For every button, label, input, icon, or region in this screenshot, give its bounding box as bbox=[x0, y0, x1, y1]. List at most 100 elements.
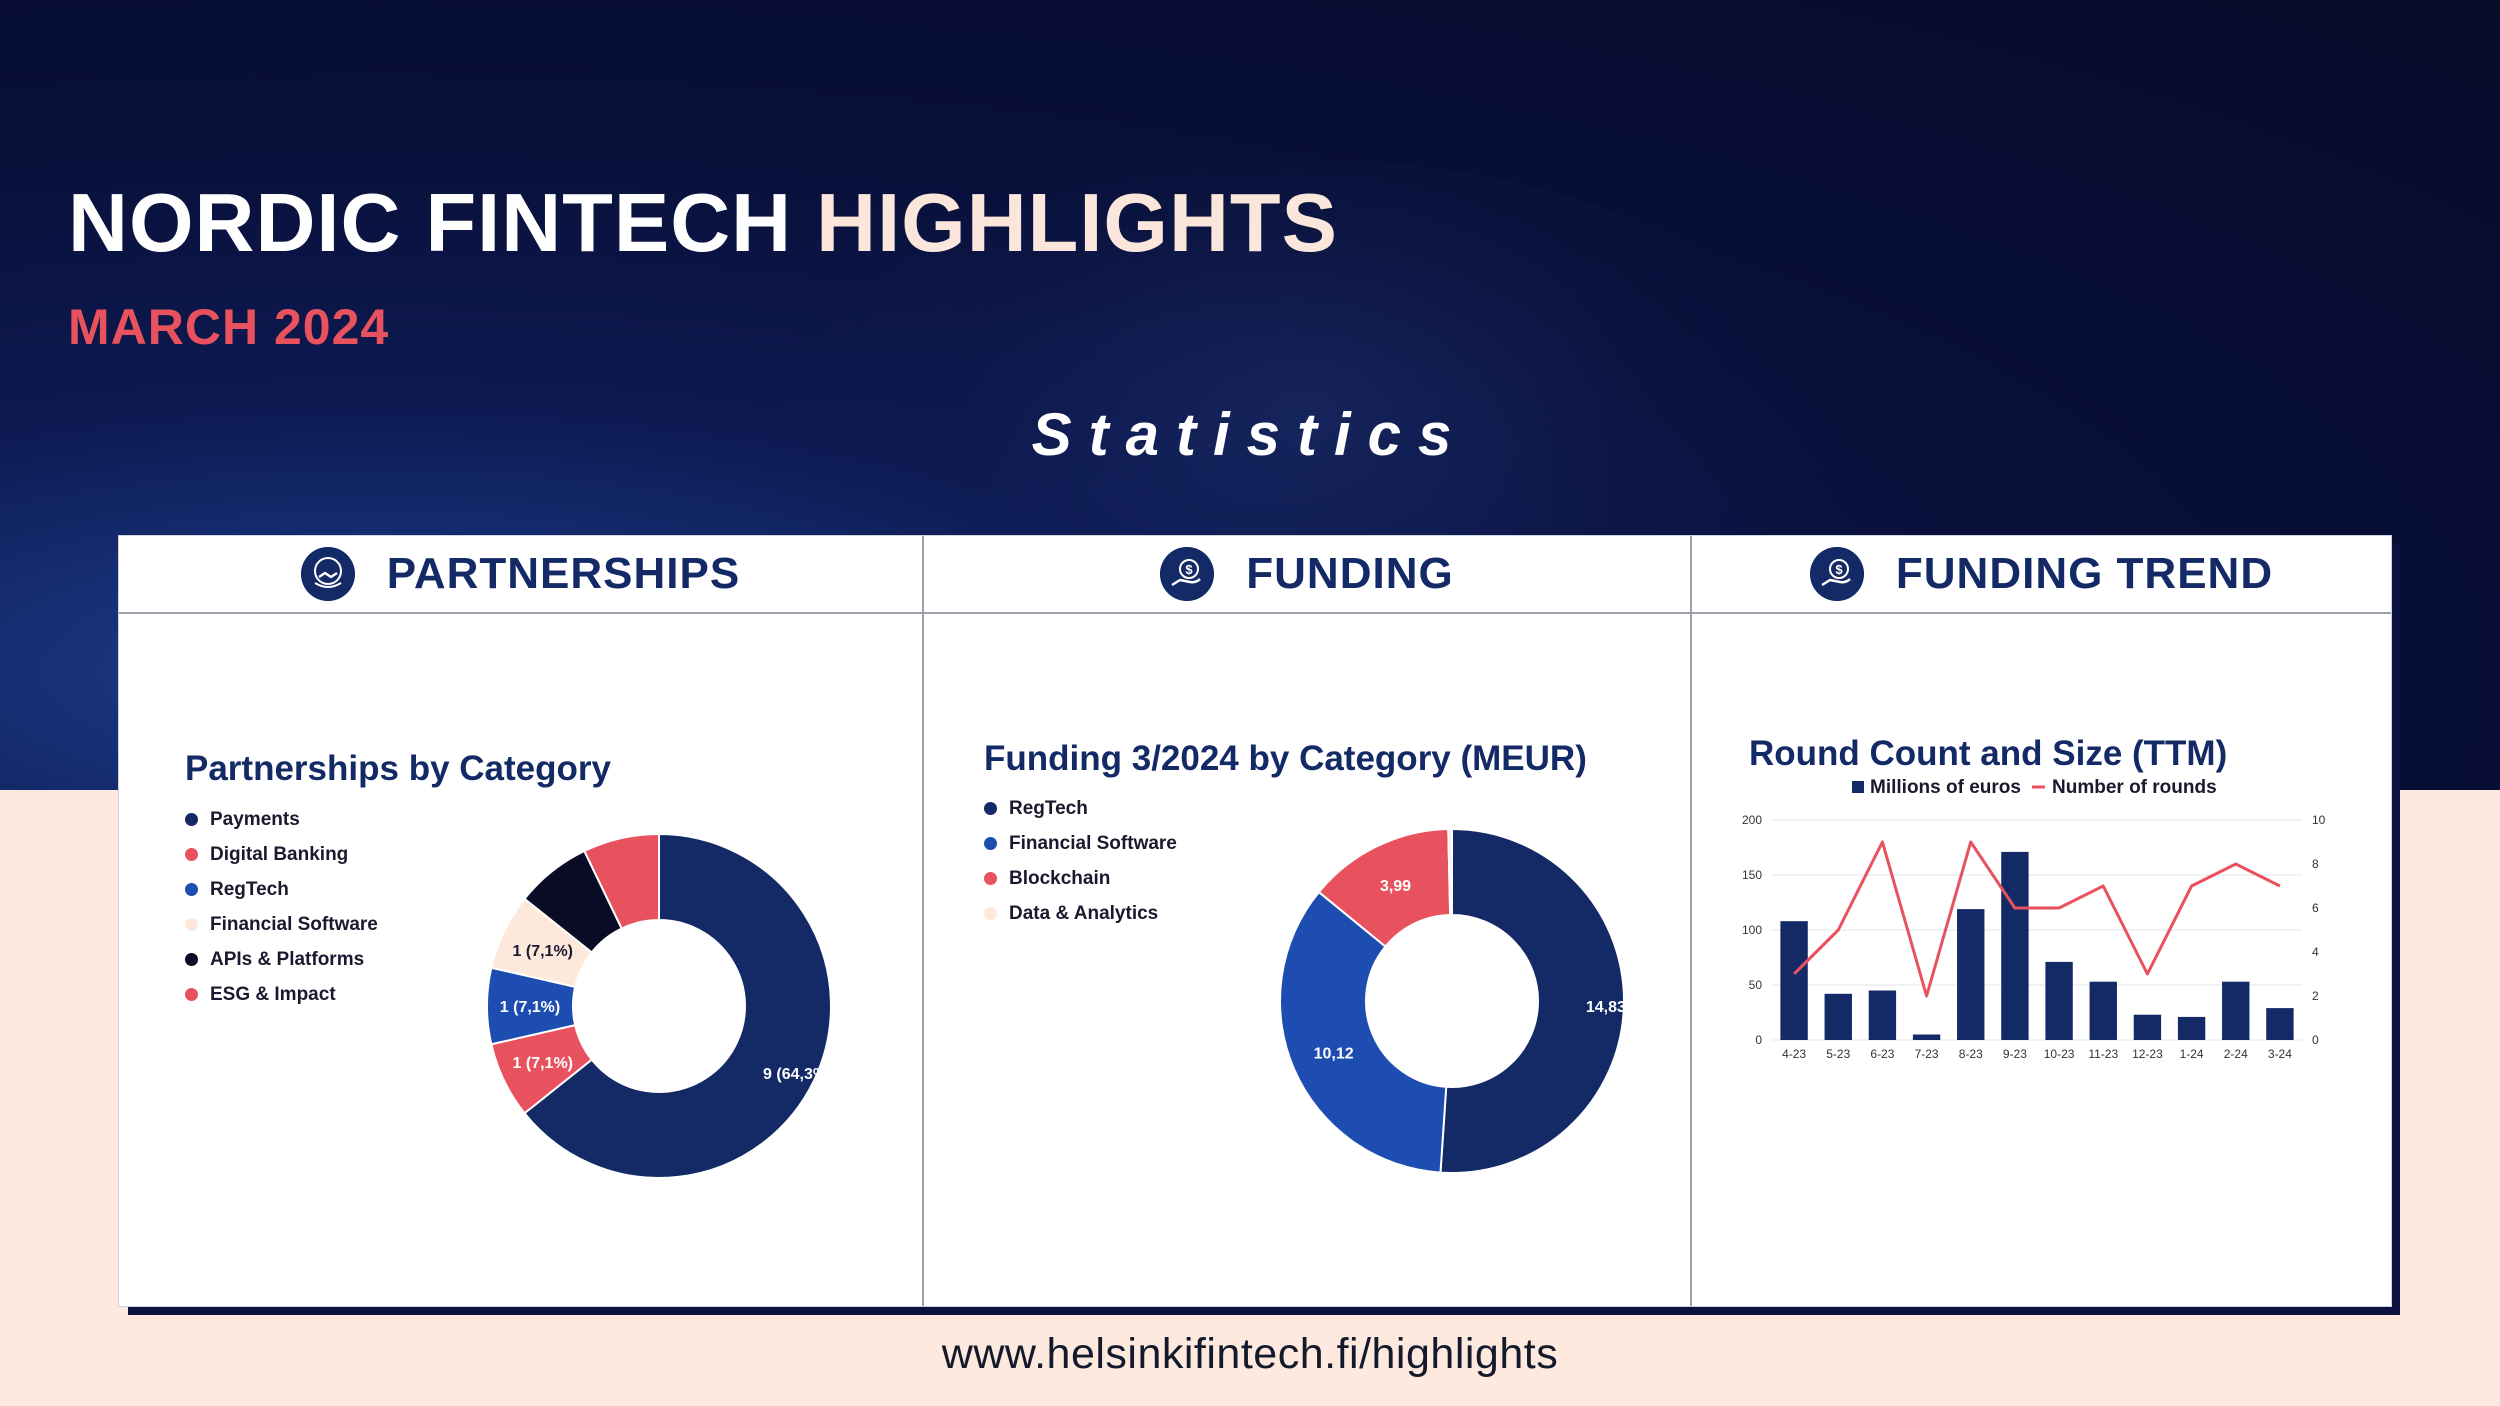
legend-swatch bbox=[185, 918, 198, 931]
legend-item-data-analytics: Data & Analytics bbox=[984, 896, 1177, 931]
slice-payments bbox=[523, 832, 832, 1179]
legend-label: ESG & Impact bbox=[210, 983, 336, 1005]
statistics-panel: PARTNERSHIPS Partnerships by Category Pa… bbox=[118, 535, 2392, 1307]
partnerships-chart-title: Partnerships by Category bbox=[185, 749, 611, 788]
legend-swatch bbox=[984, 907, 997, 920]
legend-swatch bbox=[185, 988, 198, 1001]
slice-label-financial-software: 1 (7,1%) bbox=[513, 943, 573, 960]
x-tick-label: 7-23 bbox=[1915, 1047, 1939, 1061]
footer-url[interactable]: www.helsinkifintech.fi/highlights bbox=[941, 1330, 1559, 1378]
legend-label: RegTech bbox=[210, 878, 289, 900]
bar-10-23 bbox=[2045, 961, 2073, 1040]
trend-chart-title: Round Count and Size (TTM) bbox=[1749, 734, 2228, 773]
funding-hand-coin-icon: $ bbox=[1809, 547, 1864, 601]
legend-label: Financial Software bbox=[1009, 832, 1177, 854]
funding-trend-title: FUNDING TREND bbox=[1895, 549, 2274, 598]
legend-swatch bbox=[185, 883, 198, 896]
x-tick-label: 8-23 bbox=[1959, 1047, 1983, 1061]
x-tick-label: 10-23 bbox=[2044, 1047, 2075, 1061]
svg-text:$: $ bbox=[1186, 562, 1194, 577]
round-count-size-chart: Millions of euros Number of rounds0501001… bbox=[1742, 777, 2326, 1061]
bar-12-23 bbox=[2133, 1014, 2162, 1040]
partnerships-header: PARTNERSHIPS bbox=[119, 536, 922, 614]
y2-tick-label: 4 bbox=[2312, 945, 2319, 959]
legend-label: Blockchain bbox=[1009, 867, 1111, 889]
funding-donut-chart: 14,83 10,12 3,99 bbox=[1279, 827, 1626, 1174]
y-tick-label: 150 bbox=[1742, 868, 1762, 882]
legend-item-regtech: RegTech bbox=[185, 872, 378, 907]
title-highlight: HIGHLIGHTS bbox=[816, 176, 1338, 269]
legend-item-esg-impact: ESG & Impact bbox=[185, 977, 378, 1012]
funding-hand-coin-icon: $ bbox=[1160, 547, 1215, 601]
slice-regtech bbox=[1439, 827, 1626, 1174]
y-tick-label: 100 bbox=[1742, 923, 1762, 937]
y2-tick-label: 0 bbox=[2312, 1033, 2319, 1047]
bar-7-23 bbox=[1912, 1034, 1941, 1040]
legend-swatch bbox=[185, 813, 198, 826]
slice-label-regtech: 1 (7,1%) bbox=[500, 999, 560, 1016]
partnerships-column: PARTNERSHIPS Partnerships by Category Pa… bbox=[119, 536, 924, 1306]
legend-label: Payments bbox=[210, 808, 300, 830]
x-tick-label: 2-24 bbox=[2224, 1047, 2248, 1061]
bar-8-23 bbox=[1957, 909, 1985, 1040]
partnerships-legend: Payments Digital Banking RegTech Financial … bbox=[185, 802, 378, 1012]
legend-item-apis-platforms: APIs & Platforms bbox=[185, 942, 378, 977]
x-tick-label: 9-23 bbox=[2003, 1047, 2027, 1061]
legend-item-digital-banking: Digital Banking bbox=[185, 837, 378, 872]
y2-tick-label: 8 bbox=[2312, 857, 2319, 871]
x-tick-label: 1-24 bbox=[2180, 1047, 2204, 1061]
slice-financial-software bbox=[1279, 890, 1448, 1174]
x-tick-label: 12-23 bbox=[2132, 1047, 2163, 1061]
section-heading: Statistics bbox=[1031, 401, 1469, 468]
bar-2-24 bbox=[2222, 981, 2250, 1040]
slice-label-digital-banking: 1 (7,1%) bbox=[513, 1055, 573, 1072]
legend-label: Digital Banking bbox=[210, 843, 349, 865]
funding-legend: RegTech Financial Software Blockchain Data … bbox=[984, 791, 1177, 931]
legend-label: APIs & Platforms bbox=[210, 948, 365, 970]
slice-data-analytics bbox=[1447, 827, 1453, 917]
y2-tick-label: 6 bbox=[2312, 901, 2319, 915]
svg-text:$: $ bbox=[1835, 562, 1843, 577]
y2-tick-label: 2 bbox=[2312, 989, 2319, 1003]
partnerships-title: PARTNERSHIPS bbox=[386, 549, 741, 598]
slice-label-regtech: 14,83 bbox=[1586, 999, 1626, 1016]
legend-swatch bbox=[984, 837, 997, 850]
bar-9-23 bbox=[2001, 851, 2029, 1040]
funding-chart-title: Funding 3/2024 by Category (MEUR) bbox=[984, 739, 1587, 778]
bar-1-24 bbox=[2177, 1016, 2206, 1040]
legend-label-rounds: Number of rounds bbox=[2052, 777, 2217, 798]
legend-item-regtech: RegTech bbox=[984, 791, 1177, 826]
bar-6-23 bbox=[1868, 990, 1897, 1040]
y2-tick-label: 10 bbox=[2312, 813, 2326, 827]
funding-column: $ FUNDING Funding 3/2024 by Category (ME… bbox=[924, 536, 1692, 1306]
x-tick-label: 3-24 bbox=[2268, 1047, 2292, 1061]
bar-4-23 bbox=[1780, 921, 1808, 1040]
legend-swatch-bars bbox=[1852, 781, 1864, 793]
page-subtitle: MARCH 2024 bbox=[68, 299, 390, 355]
slice-label-blockchain: 3,99 bbox=[1380, 878, 1411, 895]
trend-legend: Millions of euros Number of rounds bbox=[1852, 777, 2217, 798]
page-title: NORDIC FINTECH HIGHLIGHTS bbox=[68, 176, 1338, 269]
legend-item-payments: Payments bbox=[185, 802, 378, 837]
legend-swatch bbox=[185, 848, 198, 861]
legend-label: Financial Software bbox=[210, 913, 378, 935]
legend-label: RegTech bbox=[1009, 797, 1088, 819]
partnership-handshake-icon bbox=[300, 547, 355, 601]
x-tick-label: 4-23 bbox=[1782, 1047, 1806, 1061]
slice-esg-impact bbox=[583, 832, 660, 930]
legend-item-financial-software: Financial Software bbox=[185, 907, 378, 942]
funding-title: FUNDING bbox=[1246, 549, 1454, 598]
legend-swatch bbox=[984, 802, 997, 815]
bar-5-23 bbox=[1824, 993, 1852, 1040]
slice-label-financial-software: 10,12 bbox=[1314, 1045, 1354, 1062]
legend-item-blockchain: Blockchain bbox=[984, 861, 1177, 896]
bar-11-23 bbox=[2089, 981, 2117, 1040]
legend-swatch bbox=[984, 872, 997, 885]
legend-item-financial-software: Financial Software bbox=[984, 826, 1177, 861]
line-number-of-rounds bbox=[1793, 840, 2281, 998]
y-tick-label: 0 bbox=[1755, 1033, 1762, 1047]
x-tick-label: 6-23 bbox=[1870, 1047, 1894, 1061]
legend-label-millions: Millions of euros bbox=[1870, 777, 2021, 798]
y-tick-label: 50 bbox=[1749, 978, 1763, 992]
funding-trend-header: $ FUNDING TREND bbox=[1692, 536, 2391, 614]
